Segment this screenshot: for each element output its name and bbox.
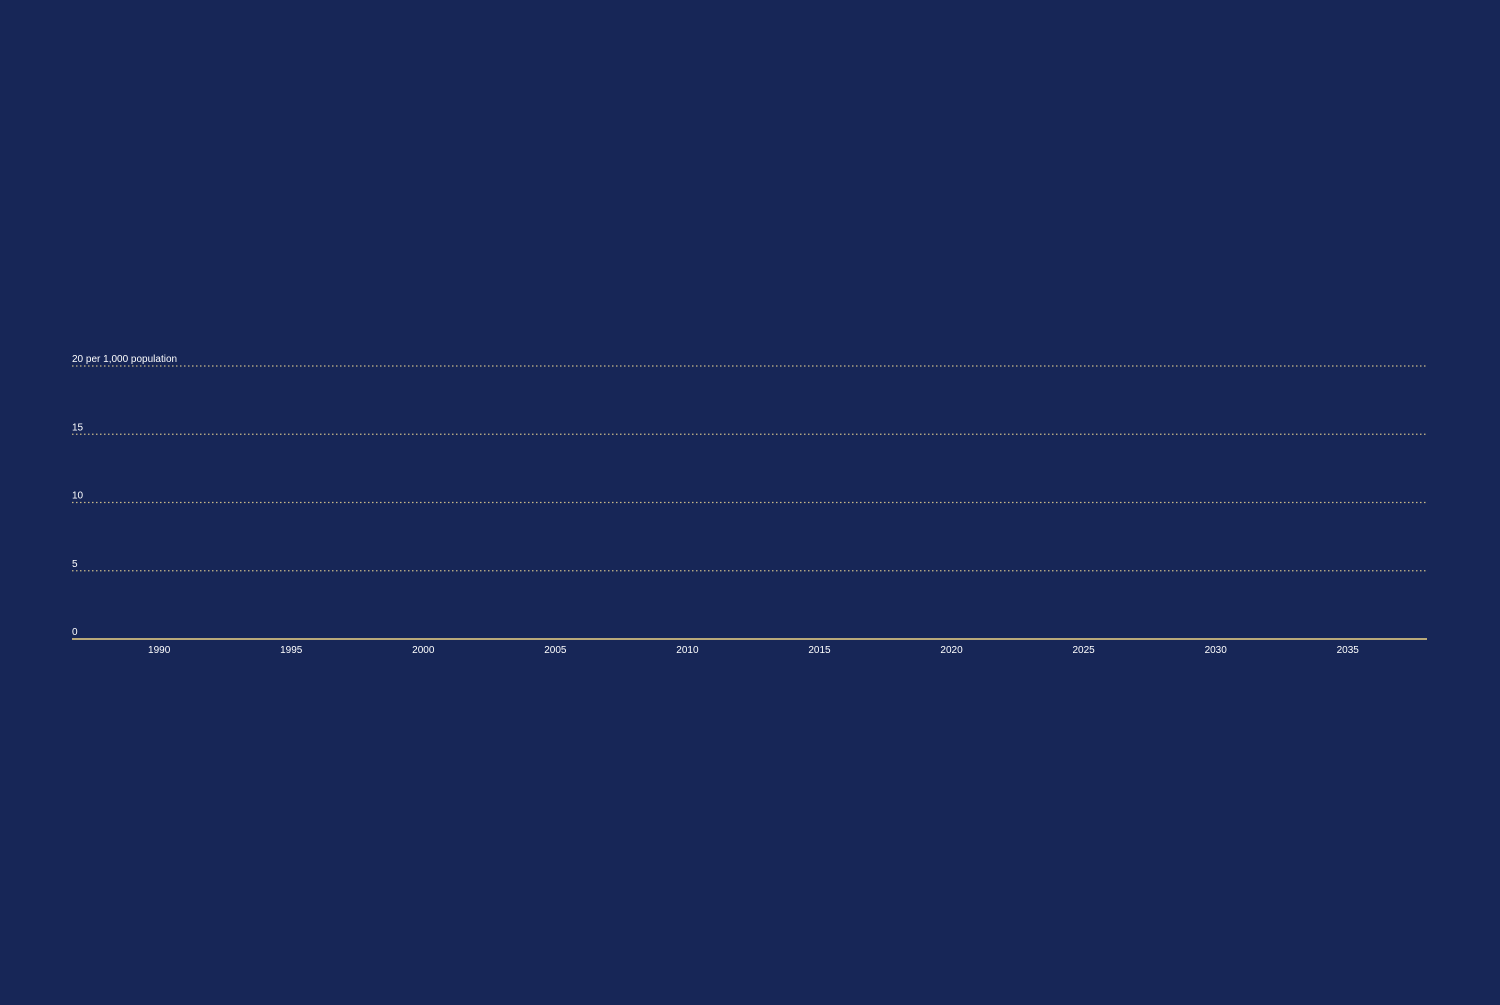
y-tick-label: 5 <box>72 559 78 570</box>
y-tick-label: 10 <box>72 491 84 502</box>
x-axis-ticks: 1990 1995 2000 2005 2010 2015 2020 2025 2030 2035 <box>148 645 1359 656</box>
y-tick-label: 15 <box>72 422 84 433</box>
y-tick-label: 0 <box>72 627 78 638</box>
x-tick-label: 2020 <box>940 645 963 656</box>
y-tick-label: 20 per 1,000 population <box>72 354 177 365</box>
x-tick-label: 2005 <box>544 645 567 656</box>
x-tick-label: 2010 <box>676 645 699 656</box>
x-tick-label: 2000 <box>412 645 435 656</box>
x-tick-label: 2035 <box>1337 645 1360 656</box>
x-tick-label: 2015 <box>808 645 831 656</box>
x-tick-label: 1990 <box>148 645 171 656</box>
x-tick-label: 1995 <box>280 645 303 656</box>
x-tick-label: 2025 <box>1073 645 1096 656</box>
x-tick-label: 2030 <box>1205 645 1228 656</box>
y-axis-ticks: 0 5 10 15 20 per 1,000 population <box>72 354 177 638</box>
gridlines <box>72 365 1427 572</box>
